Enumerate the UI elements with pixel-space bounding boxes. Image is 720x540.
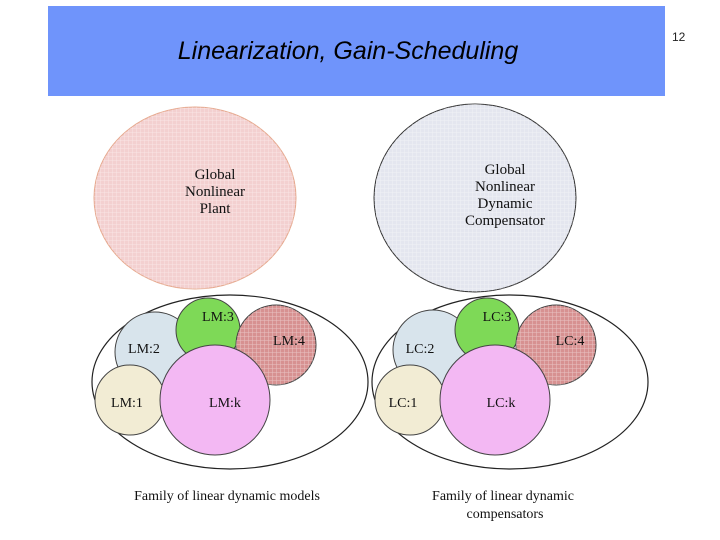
lmk-circle: [159, 344, 271, 456]
lck-label: LC:k: [487, 396, 516, 411]
title-bar: Linearization, Gain-Scheduling: [48, 6, 665, 96]
compensator-label-line-1: Global: [485, 162, 526, 178]
compensator-label-line-4: Compensator: [465, 213, 545, 229]
lc2-label: LC:2: [406, 342, 435, 357]
lm1-label: LM:1: [111, 396, 143, 411]
lck-circle: [439, 344, 551, 456]
compensators-outer-ellipse: [371, 294, 649, 470]
plant-label-line-2: Nonlinear: [185, 184, 245, 200]
plant-label-line-1: Global: [195, 167, 236, 183]
lm2-label: LM:2: [128, 342, 160, 357]
lm4-label: LM:4: [273, 334, 305, 349]
compensators-caption-line-1: Family of linear dynamic: [432, 489, 574, 504]
compensator-label-line-3: Dynamic: [478, 196, 533, 212]
models-caption: Family of linear dynamic models: [134, 489, 320, 504]
linear-compensators-family: LC:3 LC:2 LC:4 LC:1 LC:k Family of linea…: [371, 294, 649, 522]
models-outer-ellipse: [91, 294, 369, 470]
compensators-caption-line-2: compensators: [467, 507, 544, 522]
lc4-label: LC:4: [556, 334, 585, 349]
global-compensator-node: Global Nonlinear Dynamic Compensator: [373, 103, 577, 293]
plant-label-line-3: Plant: [200, 201, 232, 217]
page-number: 12: [672, 30, 686, 44]
lc3-label: LC:3: [483, 310, 512, 325]
lc1-label: LC:1: [389, 396, 418, 411]
slide-title: Linearization, Gain-Scheduling: [177, 36, 519, 65]
lmk-label: LM:k: [209, 396, 241, 411]
compensator-label-line-2: Nonlinear: [475, 179, 535, 195]
linear-models-family: LM:3 LM:2 LM:4 LM:1 LM:k Family of linea…: [91, 294, 369, 504]
global-plant-node: Global Nonlinear Plant: [93, 106, 297, 290]
lm3-label: LM:3: [202, 310, 234, 325]
